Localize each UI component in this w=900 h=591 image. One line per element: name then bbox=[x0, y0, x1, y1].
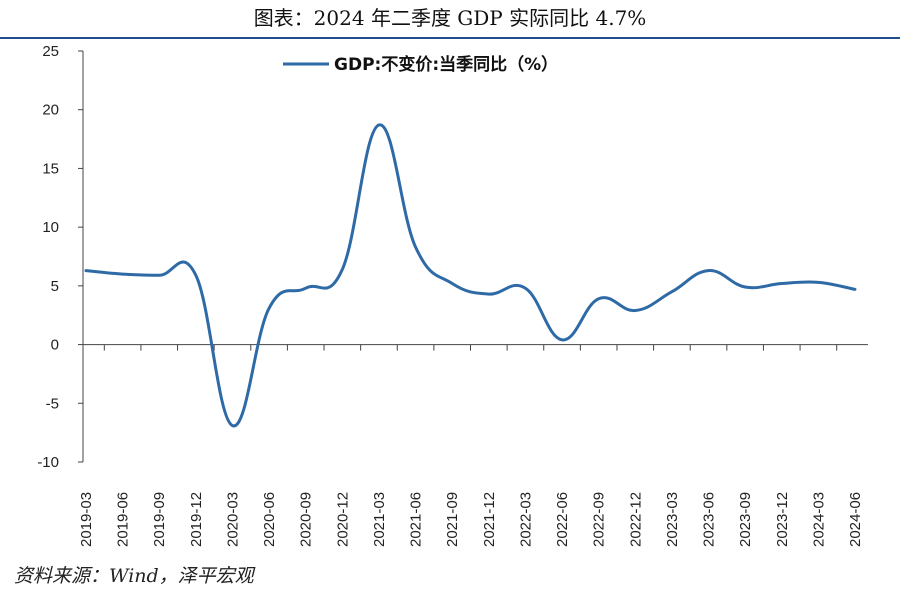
data-point bbox=[743, 285, 747, 289]
y-tick-label: 15 bbox=[42, 160, 59, 177]
series-layer bbox=[84, 123, 857, 428]
x-tick-label: 2022-12 bbox=[627, 492, 644, 547]
data-point bbox=[816, 280, 820, 284]
x-tick-label: 2019-06 bbox=[115, 492, 132, 547]
x-tick-label: 2021-09 bbox=[444, 492, 461, 547]
x-tick-label: 2020-06 bbox=[261, 492, 278, 547]
y-tick-label: -5 bbox=[46, 395, 59, 412]
x-tick-label: 2023-12 bbox=[774, 492, 791, 547]
y-tick-label: 20 bbox=[42, 102, 59, 119]
y-tick-label: 0 bbox=[51, 337, 59, 354]
data-point bbox=[670, 290, 674, 294]
axes bbox=[78, 50, 868, 463]
y-tick-label: 25 bbox=[42, 43, 59, 60]
x-tick-label: 2020-03 bbox=[224, 492, 241, 547]
x-tick-label: 2021-03 bbox=[371, 492, 388, 547]
x-tick-label: 2019-12 bbox=[188, 492, 205, 547]
legend-label: GDP:不变价:当季同比（%） bbox=[334, 54, 558, 75]
x-tick-label: 2023-09 bbox=[737, 492, 754, 547]
chart-title: 图表：2024 年二季度 GDP 实际同比 4.7% bbox=[253, 6, 647, 30]
data-point bbox=[414, 245, 418, 249]
data-point bbox=[853, 287, 857, 291]
y-tick-labels: 25 20 15 10 5 0 -5 -10 bbox=[37, 43, 59, 471]
y-tick-label: 10 bbox=[42, 219, 59, 236]
x-tick-label: 2020-12 bbox=[334, 492, 351, 547]
y-tick-label: 5 bbox=[51, 278, 59, 295]
y-tick-label: -10 bbox=[37, 454, 59, 471]
data-point bbox=[194, 273, 198, 277]
x-tick-label: 2022-03 bbox=[517, 492, 534, 547]
data-point bbox=[84, 269, 88, 273]
x-tick-label: 2021-06 bbox=[408, 492, 425, 547]
x-tick-label: 2024-03 bbox=[810, 492, 827, 547]
x-tick-labels: 2019-03 2019-06 2019-09 2019-12 2020-03 2020-… bbox=[78, 492, 864, 547]
data-point bbox=[377, 123, 381, 127]
x-tick-label: 2019-09 bbox=[151, 492, 168, 547]
data-point bbox=[230, 424, 234, 428]
x-tick-label: 2023-03 bbox=[664, 492, 681, 547]
data-point bbox=[560, 338, 564, 342]
data-point bbox=[121, 272, 125, 276]
data-point bbox=[487, 292, 491, 296]
x-tick-label: 2020-09 bbox=[298, 492, 315, 547]
source-note: 资料来源：Wind，泽平宏观 bbox=[14, 565, 254, 587]
title-rule bbox=[0, 37, 900, 39]
data-point bbox=[707, 269, 711, 273]
data-point bbox=[633, 309, 637, 313]
data-point bbox=[780, 282, 784, 286]
x-tick-label: 2021-12 bbox=[481, 492, 498, 547]
x-tick-label: 2022-09 bbox=[591, 492, 608, 547]
data-point bbox=[267, 306, 271, 310]
data-point bbox=[157, 273, 161, 277]
x-tick-label: 2023-06 bbox=[701, 492, 718, 547]
data-point bbox=[340, 267, 344, 271]
legend: GDP:不变价:当季同比（%） bbox=[283, 54, 558, 75]
x-tick-label: 2022-06 bbox=[554, 492, 571, 547]
data-point bbox=[450, 282, 454, 286]
x-tick-label: 2019-03 bbox=[78, 492, 95, 547]
x-tick-label: 2024-06 bbox=[847, 492, 864, 547]
data-point bbox=[597, 297, 601, 301]
series-line-gdp bbox=[84, 123, 857, 428]
data-point bbox=[304, 286, 308, 290]
data-point bbox=[523, 286, 527, 290]
